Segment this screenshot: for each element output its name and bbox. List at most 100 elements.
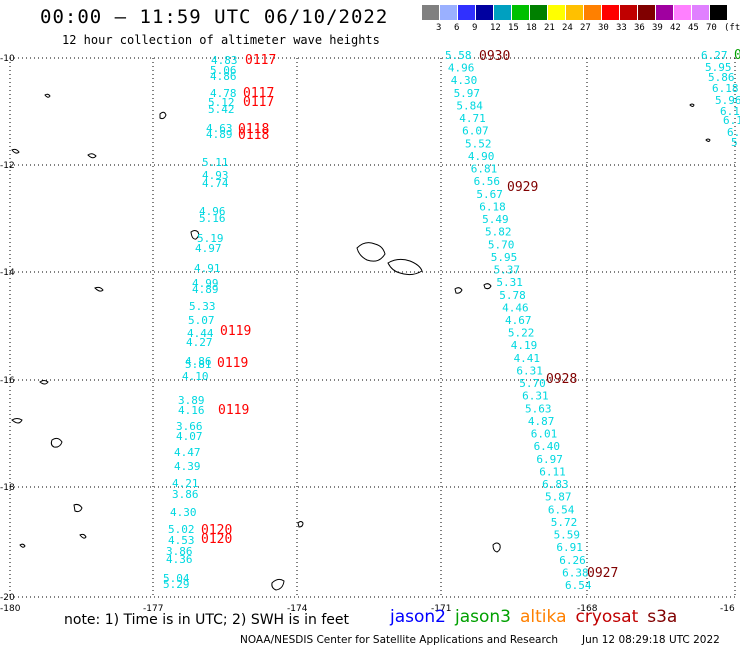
wave-height-label: 4.46 bbox=[502, 301, 528, 314]
wave-height-label: 5.95 bbox=[705, 61, 732, 74]
wave-height-label: 5.49 bbox=[482, 213, 509, 226]
time-labels: 0117011701170118011801190119011901200120… bbox=[201, 48, 740, 581]
time-label: 0929 bbox=[507, 180, 538, 195]
wave-height-label: 5.33 bbox=[189, 300, 216, 313]
island-outline bbox=[159, 111, 167, 120]
wave-height-label: 5.72 bbox=[551, 516, 578, 529]
wave-height-label: 5.82 bbox=[485, 226, 512, 239]
wave-height-label: 4.16 bbox=[178, 404, 205, 417]
wave-height-label: 4.30 bbox=[451, 74, 478, 87]
scale-swatch bbox=[494, 5, 511, 20]
island-outline bbox=[387, 258, 423, 276]
legend-s3a: s3a bbox=[647, 607, 678, 627]
wave-height-label: 6.1 bbox=[723, 114, 740, 127]
wave-height-label: 5.67 bbox=[476, 188, 503, 201]
wave-height-label: 3.86 bbox=[166, 545, 193, 558]
time-label: 0119 bbox=[220, 324, 251, 339]
wave-height-label: 4.41 bbox=[514, 352, 541, 365]
time-label: 0 bbox=[734, 48, 740, 63]
wave-height-label: 5.06 bbox=[210, 64, 237, 77]
scale-label: 33 bbox=[616, 23, 627, 33]
wave-height-label: 4.86 bbox=[185, 355, 212, 368]
island-outline bbox=[11, 418, 23, 424]
wave-height-label: 5.58 bbox=[445, 49, 472, 62]
time-label: 0117 bbox=[245, 53, 276, 68]
scale-label: 45 bbox=[688, 23, 699, 33]
scale-swatch bbox=[476, 5, 493, 20]
page-title: 00:00 – 11:59 UTC 06/10/2022 bbox=[40, 6, 389, 28]
wave-height-label: 5.86 bbox=[708, 71, 735, 84]
wave-height-label: 6.54 bbox=[565, 579, 592, 592]
lat-label: -14 bbox=[0, 268, 15, 278]
scale-swatch bbox=[656, 5, 673, 20]
wave-height-label: 6.56 bbox=[474, 175, 501, 188]
wave-height-label: 4.78 bbox=[210, 87, 237, 100]
wave-height-label: 4.27 bbox=[186, 336, 213, 349]
island-outline bbox=[39, 380, 49, 385]
island-outline bbox=[19, 543, 26, 548]
time-label: 0117 bbox=[243, 95, 274, 110]
wave-height-label: 6.83 bbox=[542, 478, 569, 491]
wave-height-label: 4.21 bbox=[172, 477, 199, 490]
wave-height-label: 6.5 bbox=[727, 126, 740, 139]
scale-swatch bbox=[692, 5, 709, 20]
wave-height-label: 4.86 bbox=[210, 70, 237, 83]
wave-height-label: 6.07 bbox=[462, 125, 489, 138]
wave-height-label: 4.93 bbox=[202, 169, 229, 182]
wave-height-label: 5.9 bbox=[731, 136, 740, 149]
legend-jason3: jason3 bbox=[455, 607, 511, 627]
wave-height-label: 5.42 bbox=[208, 103, 235, 116]
wave-height-label: 6.97 bbox=[536, 453, 563, 466]
scale-swatch bbox=[710, 5, 727, 20]
wave-height-label: 6.31 bbox=[516, 364, 543, 377]
legend-jason2: jason2 bbox=[390, 607, 446, 627]
island-outline bbox=[79, 533, 87, 539]
wave-height-label: 5.81 bbox=[185, 358, 212, 371]
wave-height-label: 3.86 bbox=[172, 488, 199, 501]
wave-height-label: 4.90 bbox=[468, 150, 495, 163]
wave-height-label: 4.97 bbox=[195, 242, 222, 255]
wave-height-label: 5.07 bbox=[188, 314, 215, 327]
lon-label: -168 bbox=[577, 604, 598, 614]
time-label: 0930 bbox=[479, 49, 510, 64]
island-outline bbox=[87, 153, 97, 159]
wave-height-label: 5.95 bbox=[491, 251, 518, 264]
scale-label: 30 bbox=[598, 23, 609, 33]
wave-height-label: 6.27 bbox=[701, 49, 728, 62]
wave-height-label: 6.18 bbox=[479, 200, 506, 213]
wave-height-label: 5.52 bbox=[465, 137, 492, 150]
scale-swatch bbox=[620, 5, 637, 20]
island-outline bbox=[492, 542, 501, 553]
wave-height-label: 5.59 bbox=[554, 529, 581, 542]
wave-height-label: 4.87 bbox=[528, 415, 555, 428]
axis-labels: -10 -12 -14 -16 -18 -20-180 -177 -174 -171 -168 -1… bbox=[0, 54, 735, 614]
timestamp: Jun 12 08:29:18 UTC 2022 bbox=[582, 634, 720, 646]
island-outline bbox=[73, 503, 83, 513]
wave-height-label: 4.91 bbox=[194, 262, 221, 275]
scale-swatch bbox=[584, 5, 601, 20]
wave-height-label: 6.12 bbox=[720, 105, 740, 118]
lon-label: -180 bbox=[0, 604, 21, 614]
wave-height-label: 4.83 bbox=[211, 54, 238, 67]
lon-label: -174 bbox=[287, 604, 308, 614]
wave-height-label: 4.53 bbox=[168, 534, 195, 547]
scale-label: 3 bbox=[436, 23, 442, 33]
time-label: 0120 bbox=[201, 532, 232, 547]
wave-height-label: 5.31 bbox=[496, 276, 523, 289]
scale-swatch bbox=[458, 5, 475, 20]
wave-height-label: 4.89 bbox=[192, 283, 219, 296]
wave-height-label: 4.19 bbox=[511, 339, 538, 352]
island-outline bbox=[271, 578, 285, 591]
wave-height-label: 4.99 bbox=[192, 277, 219, 290]
lat-label: -20 bbox=[0, 593, 15, 603]
lat-label: -18 bbox=[0, 483, 15, 493]
wave-height-label: 5.22 bbox=[508, 327, 535, 340]
scale-swatch bbox=[440, 5, 457, 20]
scale-swatch bbox=[548, 5, 565, 20]
wave-height-label: 5.29 bbox=[163, 578, 190, 591]
time-label: 0928 bbox=[546, 372, 577, 387]
wave-height-label: 5.12 bbox=[208, 96, 235, 109]
wave-height-label: 4.96 bbox=[199, 205, 226, 218]
island-outline bbox=[483, 283, 492, 290]
wave-height-label: 6.31 bbox=[522, 390, 549, 403]
